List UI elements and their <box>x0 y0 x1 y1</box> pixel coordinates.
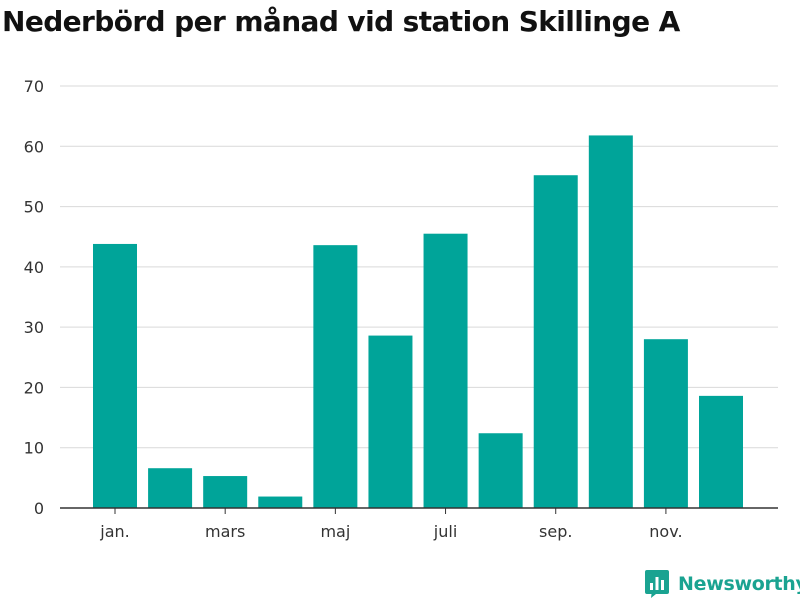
bar-dec <box>699 395 743 508</box>
x-axis-tick-labels: jan. mars maj juli sep. nov. <box>99 522 682 541</box>
x-tick-label-juli: juli <box>433 522 457 541</box>
chart-title: Nederbörd per månad vid station Skilling… <box>2 5 680 38</box>
y-tick-label-0: 0 <box>34 499 44 518</box>
bars <box>93 135 743 509</box>
y-tick-label-70: 70 <box>24 77 44 96</box>
y-tick-label-10: 10 <box>24 439 44 458</box>
bar-chart-speech-bubble-icon <box>645 570 669 598</box>
x-axis-ticks <box>114 508 667 514</box>
x-tick-label-jan: jan. <box>99 522 129 541</box>
x-tick-label-maj: maj <box>320 522 350 541</box>
brand-name: Newsworthy <box>678 573 800 595</box>
bar-okt <box>588 135 633 509</box>
bar-mars <box>203 476 248 508</box>
bar-nov <box>643 339 688 508</box>
bar-feb <box>148 468 193 508</box>
y-tick-label-60: 60 <box>24 137 44 156</box>
y-gridlines <box>60 85 778 449</box>
bar-maj <box>313 245 358 508</box>
bar-jan <box>93 243 137 508</box>
y-tick-label-50: 50 <box>24 198 44 217</box>
x-tick-label-nov: nov. <box>649 522 682 541</box>
newsworthy-logo: Newsworthy <box>645 570 800 598</box>
x-tick-label-sep: sep. <box>539 522 572 541</box>
y-tick-label-20: 20 <box>24 378 44 397</box>
bar-apr <box>258 496 303 508</box>
bar-juni <box>368 335 413 508</box>
y-tick-label-40: 40 <box>24 258 44 277</box>
bar-sep <box>533 175 578 509</box>
bar-juli <box>423 233 468 508</box>
y-axis-tick-labels: 0 10 20 30 40 50 60 70 <box>24 77 44 518</box>
y-tick-label-30: 30 <box>24 318 44 337</box>
x-tick-label-mars: mars <box>205 522 245 541</box>
bar-aug <box>478 433 523 508</box>
